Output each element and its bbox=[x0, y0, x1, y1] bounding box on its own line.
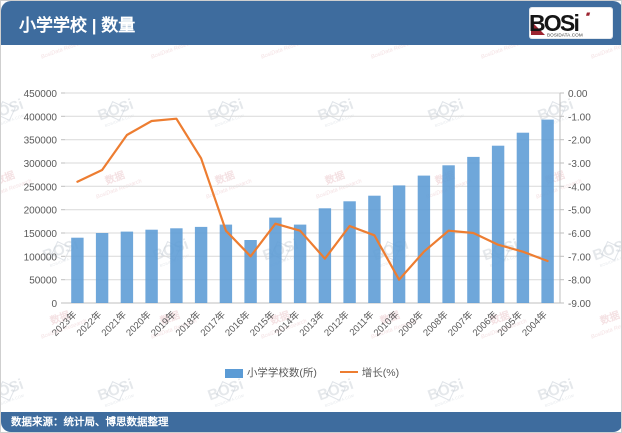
svg-text:300000: 300000 bbox=[24, 159, 58, 170]
svg-text:400000: 400000 bbox=[24, 112, 58, 123]
svg-text:-8.00: -8.00 bbox=[568, 276, 591, 287]
svg-text:2021年: 2021年 bbox=[99, 308, 130, 339]
svg-text:2018年: 2018年 bbox=[173, 308, 204, 339]
svg-text:-1.00: -1.00 bbox=[568, 112, 591, 123]
svg-text:BOSIDATA.COM: BOSIDATA.COM bbox=[547, 33, 583, 38]
svg-text:-5.00: -5.00 bbox=[568, 206, 591, 217]
svg-text:-2.00: -2.00 bbox=[568, 136, 591, 147]
svg-text:2009年: 2009年 bbox=[396, 308, 427, 339]
svg-text:200000: 200000 bbox=[24, 206, 58, 217]
svg-text:2010年: 2010年 bbox=[371, 308, 402, 339]
svg-text:-6.00: -6.00 bbox=[568, 229, 591, 240]
svg-text:2019年: 2019年 bbox=[148, 308, 179, 339]
svg-text:2014年: 2014年 bbox=[272, 308, 303, 339]
svg-text:2011年: 2011年 bbox=[347, 308, 377, 338]
svg-text:-3.00: -3.00 bbox=[568, 159, 591, 170]
svg-text:2016年: 2016年 bbox=[223, 308, 254, 339]
svg-text:2005年: 2005年 bbox=[495, 308, 526, 339]
svg-text:2012年: 2012年 bbox=[322, 308, 353, 339]
svg-text:250000: 250000 bbox=[24, 182, 58, 193]
svg-text:0.00: 0.00 bbox=[568, 89, 588, 100]
svg-text:450000: 450000 bbox=[24, 89, 58, 100]
svg-text:2017年: 2017年 bbox=[198, 308, 229, 339]
svg-text:2004年: 2004年 bbox=[520, 308, 551, 339]
svg-text:2008年: 2008年 bbox=[421, 308, 452, 339]
svg-text:2020年: 2020年 bbox=[124, 308, 155, 339]
svg-text:0: 0 bbox=[51, 299, 57, 310]
svg-text:100000: 100000 bbox=[24, 252, 58, 263]
svg-text:2023年: 2023年 bbox=[49, 308, 80, 339]
svg-text:2022年: 2022年 bbox=[74, 308, 105, 339]
svg-text:-4.00: -4.00 bbox=[568, 182, 591, 193]
svg-text:2006年: 2006年 bbox=[470, 308, 501, 339]
svg-text:350000: 350000 bbox=[24, 136, 58, 147]
svg-text:50000: 50000 bbox=[29, 276, 57, 287]
svg-text:-7.00: -7.00 bbox=[568, 252, 591, 263]
svg-text:2007年: 2007年 bbox=[445, 308, 476, 339]
svg-text:-9.00: -9.00 bbox=[568, 299, 591, 310]
svg-text:2013年: 2013年 bbox=[297, 308, 328, 339]
svg-text:150000: 150000 bbox=[24, 229, 58, 240]
svg-text:2015年: 2015年 bbox=[247, 308, 278, 339]
